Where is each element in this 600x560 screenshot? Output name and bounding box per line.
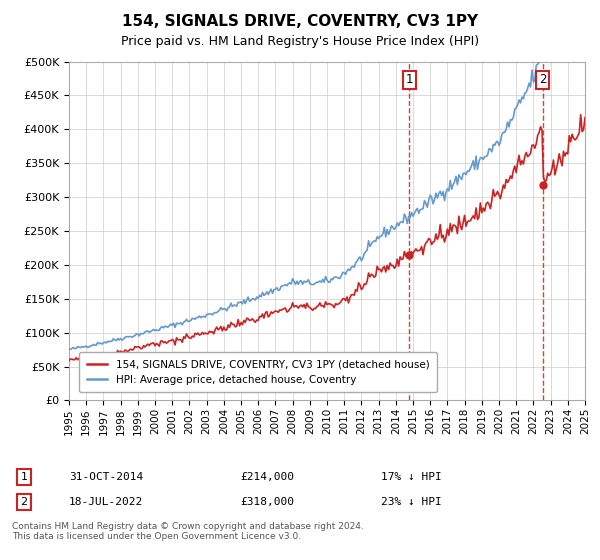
Text: 154, SIGNALS DRIVE, COVENTRY, CV3 1PY: 154, SIGNALS DRIVE, COVENTRY, CV3 1PY <box>122 14 478 29</box>
Text: 17% ↓ HPI: 17% ↓ HPI <box>381 472 442 482</box>
Text: Price paid vs. HM Land Registry's House Price Index (HPI): Price paid vs. HM Land Registry's House … <box>121 35 479 48</box>
Legend: 154, SIGNALS DRIVE, COVENTRY, CV3 1PY (detached house), HPI: Average price, deta: 154, SIGNALS DRIVE, COVENTRY, CV3 1PY (d… <box>79 352 437 392</box>
Text: Contains HM Land Registry data © Crown copyright and database right 2024.
This d: Contains HM Land Registry data © Crown c… <box>12 522 364 542</box>
Text: 23% ↓ HPI: 23% ↓ HPI <box>381 497 442 507</box>
Text: £214,000: £214,000 <box>240 472 294 482</box>
Text: 18-JUL-2022: 18-JUL-2022 <box>69 497 143 507</box>
Text: 1: 1 <box>406 73 413 86</box>
Text: 2: 2 <box>539 73 547 86</box>
Text: £318,000: £318,000 <box>240 497 294 507</box>
Text: 1: 1 <box>20 472 28 482</box>
Text: 31-OCT-2014: 31-OCT-2014 <box>69 472 143 482</box>
Text: 2: 2 <box>20 497 28 507</box>
